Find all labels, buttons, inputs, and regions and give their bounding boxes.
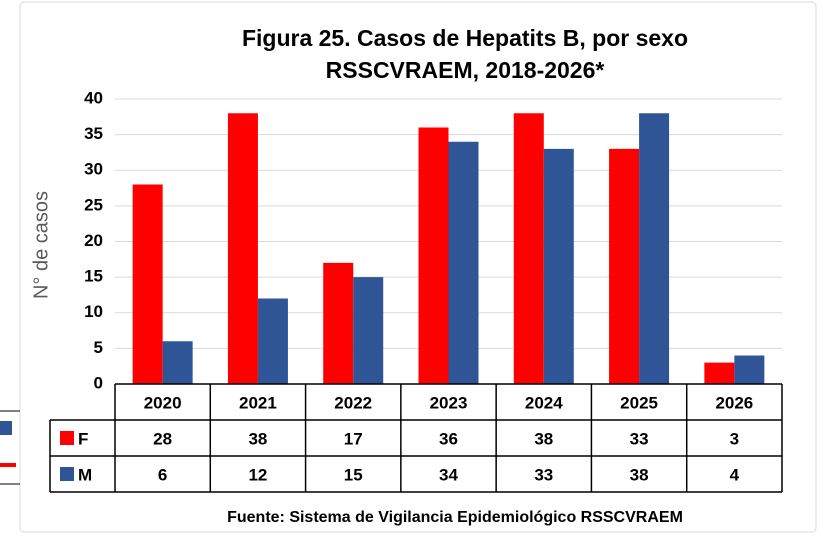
cut-legend-key xyxy=(0,421,12,435)
table-header: 2022 xyxy=(334,393,372,412)
source-note: Fuente: Sistema de Vigilancia Epidemioló… xyxy=(227,509,683,526)
table-value: 36 xyxy=(439,429,458,448)
bar xyxy=(323,262,354,384)
legend-label: F xyxy=(78,429,88,448)
table-value: 15 xyxy=(344,465,363,484)
table-value: 33 xyxy=(630,429,649,448)
table-value: 3 xyxy=(730,429,739,448)
table-value: 17 xyxy=(344,429,363,448)
bar xyxy=(448,141,479,384)
chart-subtitle: RSSCVRAEM, 2018-2026* xyxy=(326,57,605,83)
table-value: 33 xyxy=(534,465,553,484)
table-value: 12 xyxy=(248,465,267,484)
table-value: 6 xyxy=(158,465,167,484)
table-value: 28 xyxy=(153,429,172,448)
y-tick-label: 5 xyxy=(94,338,103,357)
table-header: 2024 xyxy=(525,393,563,412)
y-tick-label: 40 xyxy=(84,88,103,107)
y-tick-label: 10 xyxy=(84,302,103,321)
table-value: 38 xyxy=(534,429,553,448)
chart-title: Figura 25. Casos de Hepatits B, por sexo xyxy=(242,25,688,51)
legend-key xyxy=(60,467,74,481)
y-tick-label: 20 xyxy=(84,231,103,250)
y-axis-label: N° de casos xyxy=(30,191,52,299)
bar xyxy=(132,184,163,384)
bar xyxy=(418,127,449,384)
bar xyxy=(353,277,384,384)
bar xyxy=(609,148,640,384)
bar xyxy=(227,113,258,384)
y-tick-label: 30 xyxy=(84,160,103,179)
table-value: 38 xyxy=(248,429,267,448)
cut-legend-key xyxy=(0,463,16,467)
y-tick-label: 15 xyxy=(84,267,103,286)
table-header: 2026 xyxy=(715,393,753,412)
table-header: 2025 xyxy=(620,393,658,412)
table-value: 4 xyxy=(730,465,740,484)
table-header: 2021 xyxy=(239,393,277,412)
table-header: 2023 xyxy=(430,393,468,412)
table-value: 38 xyxy=(630,465,649,484)
legend-key xyxy=(60,431,74,445)
table-header: 2020 xyxy=(144,393,182,412)
table-value: 34 xyxy=(439,465,458,484)
bar xyxy=(162,341,193,384)
y-tick-label: 25 xyxy=(84,195,103,214)
y-tick-label: 35 xyxy=(84,124,103,143)
bar xyxy=(639,113,670,384)
legend-label: M xyxy=(78,465,92,484)
bar xyxy=(257,298,288,384)
bar xyxy=(543,148,574,384)
bar xyxy=(704,362,735,384)
bar xyxy=(734,355,765,384)
bar xyxy=(513,113,544,384)
y-tick-label: 0 xyxy=(94,373,103,392)
